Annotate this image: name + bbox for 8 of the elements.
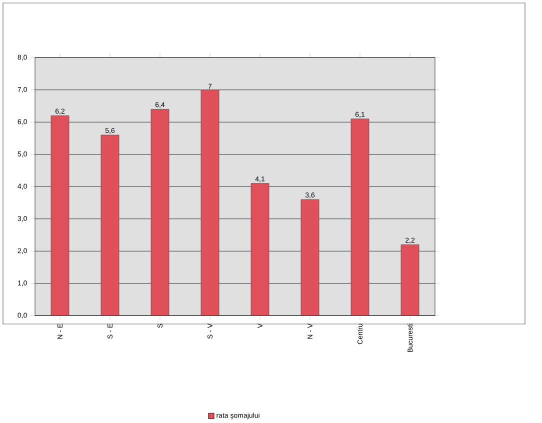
bar [200,90,220,316]
bar [400,244,420,316]
bar [300,199,320,316]
bar [250,183,270,316]
bar [150,108,170,316]
bar [350,118,370,316]
bar [50,115,70,316]
bar [100,134,120,316]
